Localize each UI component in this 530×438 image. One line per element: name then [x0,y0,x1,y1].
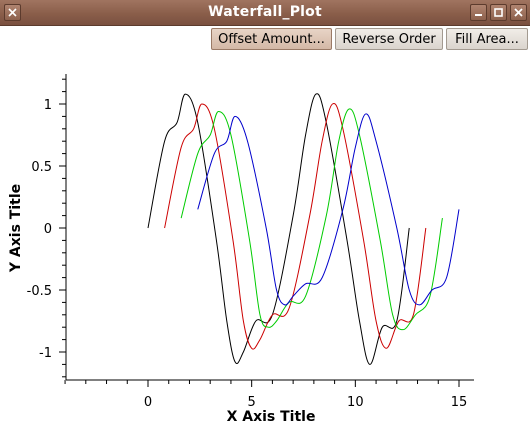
reverse-order-button[interactable]: Reverse Order [335,28,443,50]
close-icon [514,8,523,17]
y-tick-label: -0.5 [27,284,52,299]
series-line-2 [164,103,427,350]
chart-series [147,93,460,365]
fill-area-button[interactable]: Fill Area... [446,28,528,50]
window-titlebar: Waterfall_Plot [0,0,530,26]
maximize-icon [494,8,503,17]
y-tick-label: 1 [44,98,52,113]
series-line-3 [180,108,443,331]
x-axis-title: X Axis Title [227,409,316,425]
minimize-button[interactable] [470,4,487,21]
y-tick-label: 0 [44,222,52,237]
y-tick-label: 0.5 [31,160,52,175]
close-button[interactable] [510,4,527,21]
series-line-4 [197,113,460,306]
x-tick-label: 0 [144,395,152,410]
window-title: Waterfall_Plot [208,4,322,20]
menu-icon [8,8,17,17]
waterfall-chart: 0 5 10 15 1 0.5 0 -0.5 -1 X Axis Title Y Axis Ti… [8,74,474,425]
series-line-1 [147,93,410,365]
window-menu-button[interactable] [4,4,21,21]
y-axis-title: Y Axis Title [8,184,24,273]
x-tick-label: 5 [248,395,256,410]
offset-amount-button[interactable]: Offset Amount... [211,28,332,50]
minimize-icon [475,14,482,16]
x-tick-label: 15 [451,395,468,410]
maximize-button[interactable] [490,4,507,21]
x-tick-label: 10 [347,395,364,410]
toolbar: Offset Amount... Reverse Order Fill Area… [0,26,530,52]
y-tick-label: -1 [39,346,52,361]
chart-axes: 0 5 10 15 1 0.5 0 -0.5 -1 [27,74,474,410]
